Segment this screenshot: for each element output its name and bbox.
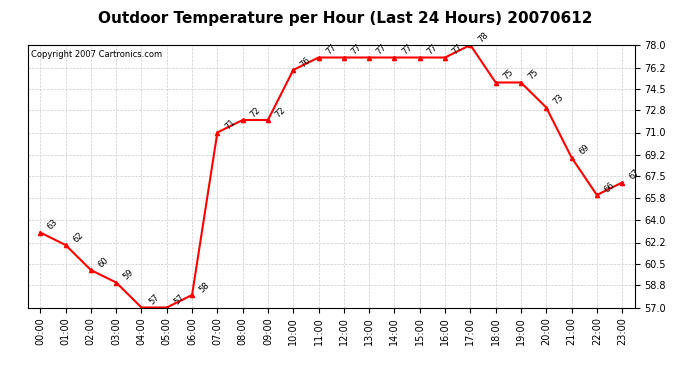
Text: 60: 60 <box>97 255 110 269</box>
Text: 67: 67 <box>628 168 642 182</box>
Text: 57: 57 <box>147 293 161 307</box>
Text: 77: 77 <box>375 43 388 57</box>
Text: 77: 77 <box>349 43 364 57</box>
Text: 77: 77 <box>324 43 338 57</box>
Text: 77: 77 <box>425 43 440 57</box>
Text: 58: 58 <box>197 280 211 294</box>
Text: 77: 77 <box>400 43 414 57</box>
Text: Outdoor Temperature per Hour (Last 24 Hours) 20070612: Outdoor Temperature per Hour (Last 24 Ho… <box>98 11 592 26</box>
Text: 77: 77 <box>451 43 464 57</box>
Text: 69: 69 <box>577 143 591 157</box>
Text: 63: 63 <box>46 218 60 232</box>
Text: 73: 73 <box>552 93 566 107</box>
Text: 75: 75 <box>501 68 515 82</box>
Text: 66: 66 <box>602 180 616 194</box>
Text: 75: 75 <box>526 68 540 82</box>
Text: 72: 72 <box>273 105 287 119</box>
Text: 78: 78 <box>476 30 490 44</box>
Text: 72: 72 <box>248 105 262 119</box>
Text: 76: 76 <box>299 55 313 69</box>
Text: 62: 62 <box>71 230 85 244</box>
Text: 71: 71 <box>223 118 237 132</box>
Text: Copyright 2007 Cartronics.com: Copyright 2007 Cartronics.com <box>30 50 161 59</box>
Text: 57: 57 <box>172 293 186 307</box>
Text: 59: 59 <box>121 268 135 282</box>
